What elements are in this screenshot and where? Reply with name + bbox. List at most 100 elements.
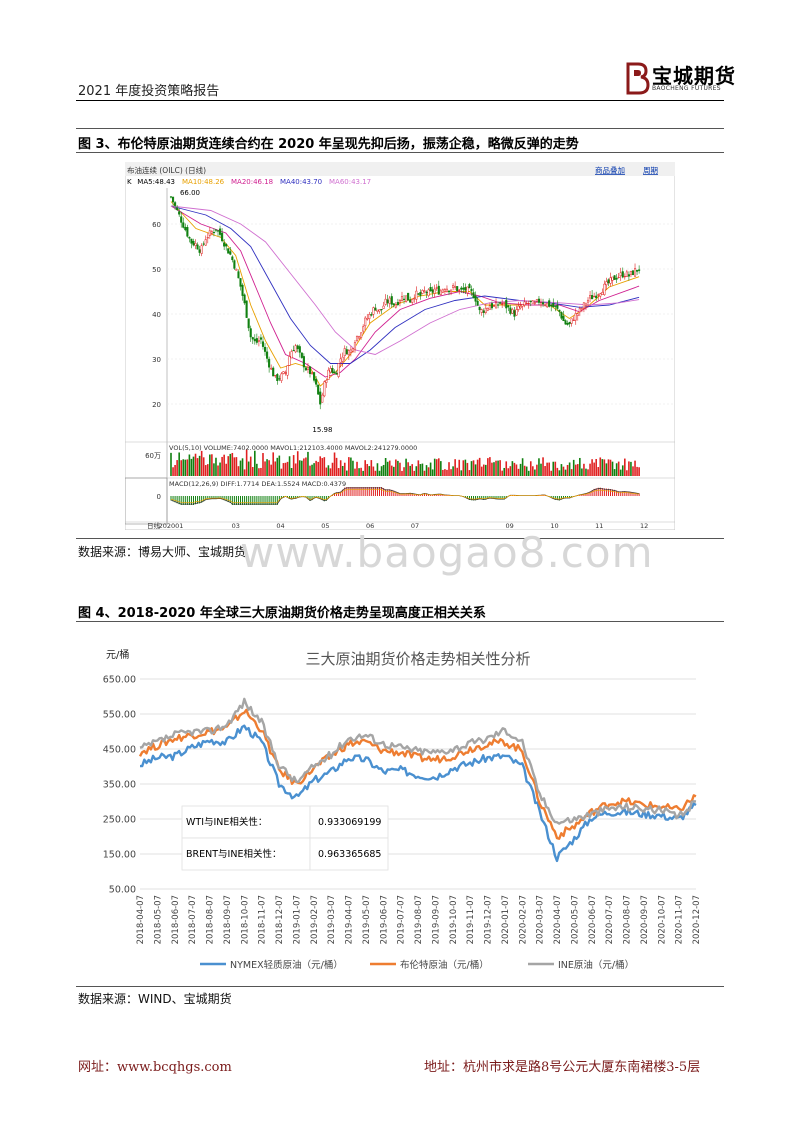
- candle-body: [402, 298, 406, 300]
- volume-bar: [609, 459, 612, 476]
- candle-body: [576, 313, 579, 316]
- candle-body: [323, 381, 326, 397]
- candle-body: [194, 243, 197, 246]
- volume-bar: [348, 457, 350, 476]
- volume-bar: [497, 460, 499, 476]
- volume-bar: [487, 458, 489, 476]
- volume-bar: [607, 459, 610, 476]
- candle-body: [306, 366, 310, 370]
- volume-bar: [611, 461, 614, 476]
- x-tick-label: 2019-12-07: [484, 895, 494, 944]
- y-tick-label: 50.00: [109, 885, 136, 896]
- y-tick-label: 250.00: [103, 815, 136, 826]
- x-tick-label: 2019-04-07: [345, 895, 355, 944]
- chart-toolbar: [125, 162, 675, 176]
- volume-bar: [462, 460, 465, 476]
- volume-bar: [511, 461, 514, 476]
- candle-body: [171, 196, 175, 203]
- volume-bar: [372, 466, 375, 476]
- volume-bar: [599, 457, 602, 476]
- candle-body: [454, 286, 457, 288]
- volume-bars-group: [170, 449, 640, 476]
- x-tick-label: 2018-04-07: [136, 895, 146, 944]
- volume-bar: [485, 464, 487, 476]
- candle-body: [298, 346, 301, 353]
- volume-bar: [192, 456, 195, 476]
- volume-bar: [466, 462, 469, 476]
- x-tick-label: 11: [595, 522, 603, 530]
- candles-group: [169, 196, 641, 410]
- volume-bar: [282, 463, 285, 476]
- x-tick-label: 2018-11-07: [258, 895, 268, 944]
- volume-bar: [411, 464, 414, 476]
- candle-body: [292, 349, 295, 352]
- volume-bar: [395, 459, 397, 476]
- candle-body: [341, 356, 344, 362]
- candle-body: [572, 319, 575, 321]
- candle-body: [629, 270, 632, 275]
- volume-bar: [227, 456, 230, 476]
- volume-bar: [219, 462, 221, 476]
- candle-body: [497, 304, 500, 306]
- volume-bar: [523, 465, 526, 476]
- volume-bar: [529, 461, 532, 476]
- candle-body: [490, 303, 493, 309]
- volume-bar: [478, 457, 481, 476]
- candle-body: [219, 228, 222, 235]
- volume-bar: [352, 460, 354, 476]
- figure4-source: 数据来源：WIND、宝城期货: [78, 992, 232, 1006]
- candle-body: [615, 277, 618, 280]
- candle-body: [182, 222, 185, 228]
- volume-bar: [221, 456, 223, 476]
- candle-body: [378, 309, 381, 312]
- x-tick-label: 2019-07-07: [397, 895, 407, 944]
- volume-bar: [260, 467, 262, 476]
- candle-body: [296, 345, 299, 350]
- x-tick-label: 2020-12-07: [692, 895, 702, 944]
- volume-bar: [368, 466, 371, 476]
- volume-bar: [325, 467, 328, 476]
- candle-body: [343, 348, 346, 356]
- x-tick-label: 2020-09-07: [640, 895, 650, 944]
- volume-bar: [632, 466, 634, 476]
- figure4-title-rule: [76, 621, 724, 622]
- y-tick-label: 60: [152, 221, 161, 229]
- candle-body: [407, 292, 410, 301]
- volume-bar: [409, 465, 411, 476]
- volume-bar: [307, 451, 309, 476]
- volume-bar: [525, 466, 528, 476]
- candle-body: [360, 332, 363, 338]
- candle-body: [478, 306, 481, 311]
- candle-body: [613, 275, 616, 280]
- x-tick-label: 2020-10-07: [657, 895, 667, 944]
- x-tick-label: 2019-05-07: [362, 895, 372, 944]
- candle-body: [294, 345, 297, 353]
- volume-bar: [170, 452, 172, 476]
- candle-body: [554, 305, 557, 307]
- candle-body: [325, 380, 328, 383]
- candle-body: [476, 300, 479, 306]
- report-title: 2021 年度投资策略报告: [78, 84, 220, 99]
- candle-body: [603, 283, 606, 295]
- candle-body: [488, 305, 491, 310]
- volume-bar: [386, 461, 389, 476]
- volume-bar: [566, 465, 569, 476]
- candle-body: [286, 365, 289, 376]
- candle-body: [380, 309, 383, 311]
- candle-body: [290, 351, 293, 359]
- candle-body: [568, 321, 571, 325]
- volume-bar: [370, 460, 373, 476]
- ma-legend-4: MA40:43.70: [280, 178, 322, 186]
- candle-body: [464, 287, 467, 291]
- candle-body: [486, 307, 489, 311]
- volume-bar: [315, 460, 317, 476]
- candle-body: [466, 286, 469, 294]
- volume-bar: [452, 466, 454, 476]
- volume-bar: [423, 470, 426, 476]
- candle-body: [439, 290, 442, 295]
- volume-bar: [247, 461, 250, 476]
- candle-body: [433, 288, 436, 294]
- volume-bar: [538, 458, 540, 476]
- volume-bar: [209, 454, 211, 476]
- volume-bar: [517, 468, 520, 476]
